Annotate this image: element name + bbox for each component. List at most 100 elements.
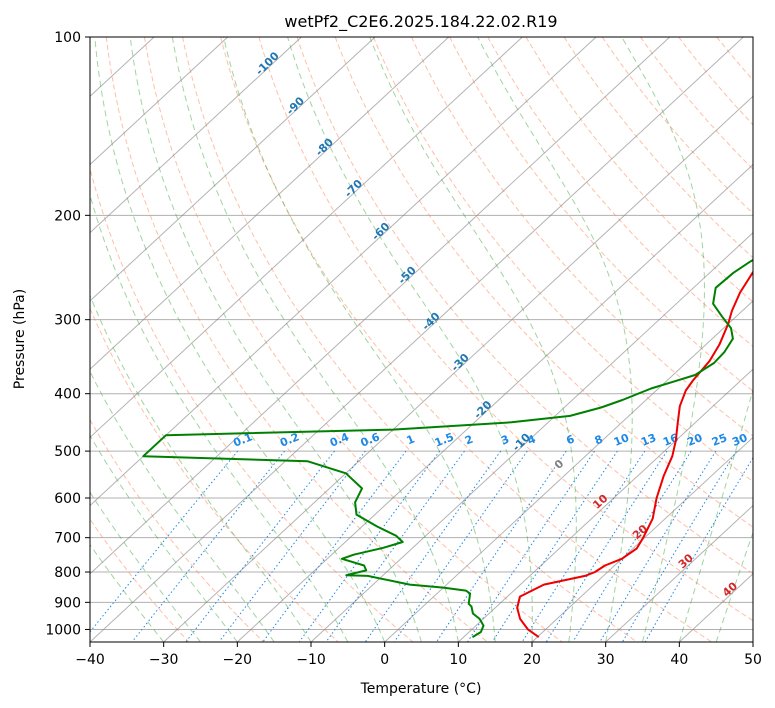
moist-adiabat xyxy=(94,37,386,642)
dry-adiabat xyxy=(90,166,414,642)
mixing-ratio-label: 16 xyxy=(661,431,680,449)
mixing-ratio-line xyxy=(364,450,502,642)
isotherm-line xyxy=(90,37,744,642)
moist-adiabat xyxy=(223,37,496,642)
x-tick-label: 30 xyxy=(597,652,615,668)
dry-adiabat xyxy=(411,37,753,437)
mixing-ratio-label: 30 xyxy=(730,431,749,449)
moist-adiabat xyxy=(90,370,275,642)
isotherm-line xyxy=(605,504,753,642)
mixing-ratio-line xyxy=(131,450,285,642)
moist-adiabat xyxy=(477,37,633,642)
dry-adiabat xyxy=(296,37,753,575)
isotherm-line xyxy=(678,573,753,642)
moist-adiabat-label: 10 xyxy=(590,492,610,512)
mixing-ratio-line xyxy=(467,450,596,642)
x-tick-label: 40 xyxy=(670,652,688,668)
mixing-ratio-line xyxy=(325,450,465,642)
moist-adiabat-label: 30 xyxy=(676,551,696,571)
isotherm-label: -100 xyxy=(253,49,282,78)
mixing-ratio-label: 1.5 xyxy=(433,430,456,449)
moist-adiabat xyxy=(287,37,533,642)
isotherm-label: -30 xyxy=(449,351,472,374)
isotherm-line xyxy=(163,95,753,642)
profile-series xyxy=(142,258,753,638)
mixing-ratio-label: 20 xyxy=(685,431,704,449)
isotherm-line xyxy=(0,37,7,642)
mixing-ratio-label: 36 xyxy=(751,431,770,449)
x-tick-label: −20 xyxy=(223,652,253,668)
y-tick-label: 100 xyxy=(54,30,81,46)
y-tick-label: 200 xyxy=(54,208,81,224)
x-tick-label: 50 xyxy=(744,652,762,668)
moist-adiabat xyxy=(621,37,706,642)
moist-adiabat xyxy=(678,387,753,642)
mixing-ratio-line xyxy=(435,450,567,642)
moist-adiabat-label: 0 xyxy=(552,457,567,472)
mixing-ratio-label: 10 xyxy=(612,431,631,449)
dry-adiabat xyxy=(143,37,563,642)
y-tick-label: 600 xyxy=(54,491,81,507)
y-tick-label: 800 xyxy=(54,565,81,581)
isotherm-line xyxy=(384,300,753,642)
mixing-ratio-line xyxy=(185,450,335,642)
isotherm-label: -20 xyxy=(471,398,494,421)
x-axis-label: Temperature (°C) xyxy=(360,681,482,697)
moist-adiabat xyxy=(171,37,459,642)
y-tick-label: 1000 xyxy=(45,622,81,638)
dry-adiabat xyxy=(220,37,712,642)
dry-adiabat xyxy=(525,37,753,303)
dry-adiabat xyxy=(182,37,638,642)
mixing-ratio-line xyxy=(599,450,717,642)
x-tick-label: 10 xyxy=(449,652,467,668)
mixing-ratio-line xyxy=(90,450,239,633)
chart-title: wetPf2_C2E6.2025.184.22.02.R19 xyxy=(284,12,557,32)
x-tick-label: 0 xyxy=(380,652,389,668)
y-tick-label: 500 xyxy=(54,444,81,460)
isotherm-line xyxy=(90,37,523,439)
mixing-ratio-label: 6 xyxy=(564,432,576,447)
isotherm-line xyxy=(90,37,671,575)
mixing-ratio-label: 0.4 xyxy=(328,430,351,449)
isotherm-line xyxy=(310,232,753,642)
isotherm-label: -50 xyxy=(396,264,419,287)
y-tick-label: 700 xyxy=(54,531,81,547)
dry-adiabat xyxy=(372,37,753,482)
y-tick-label: 400 xyxy=(54,387,81,403)
isotherm-label: -90 xyxy=(284,94,307,117)
dry-adiabat xyxy=(755,37,775,642)
moist-adiabat xyxy=(369,37,577,642)
moist-adiabat xyxy=(129,37,422,642)
mixing-ratio-label: 8 xyxy=(593,433,605,448)
moist-adiabat xyxy=(90,543,165,642)
moist-adiabat-label: 20 xyxy=(630,522,650,542)
background-lines xyxy=(0,37,775,642)
dry-adiabat xyxy=(90,418,264,642)
dry-adiabat xyxy=(640,37,753,170)
dry-adiabat xyxy=(601,37,753,215)
x-tick-label: −10 xyxy=(296,652,326,668)
mixing-ratio-line xyxy=(262,450,407,642)
mixing-ratio-label: 13 xyxy=(639,431,658,449)
isotherm-label: -60 xyxy=(369,220,392,243)
dry-adiabat xyxy=(678,37,753,126)
dry-adiabat xyxy=(90,518,190,642)
dewpoint-profile xyxy=(142,258,753,638)
isotherm-line xyxy=(457,368,753,642)
x-tick-label: −40 xyxy=(75,652,105,668)
isotherm-label: -80 xyxy=(313,135,336,158)
mixing-ratio-line xyxy=(521,450,646,642)
dry-adiabat xyxy=(487,37,753,348)
plot-frame xyxy=(89,36,754,643)
isotherm-line xyxy=(90,37,450,370)
isotherm-line xyxy=(752,641,753,642)
moist-adiabat xyxy=(715,531,753,642)
mixing-ratio-label: 1 xyxy=(405,433,417,448)
mixing-ratio-line xyxy=(572,450,692,642)
moist-adiabat xyxy=(90,491,201,642)
temperature-profile xyxy=(516,270,753,638)
isotherm-line xyxy=(90,37,302,234)
mixing-ratio-label: 25 xyxy=(710,431,729,449)
axes: −40 −30 −20 −10 0 10 20 30 40 5010020030040050060… xyxy=(45,30,762,668)
moist-adiabat xyxy=(90,434,238,642)
